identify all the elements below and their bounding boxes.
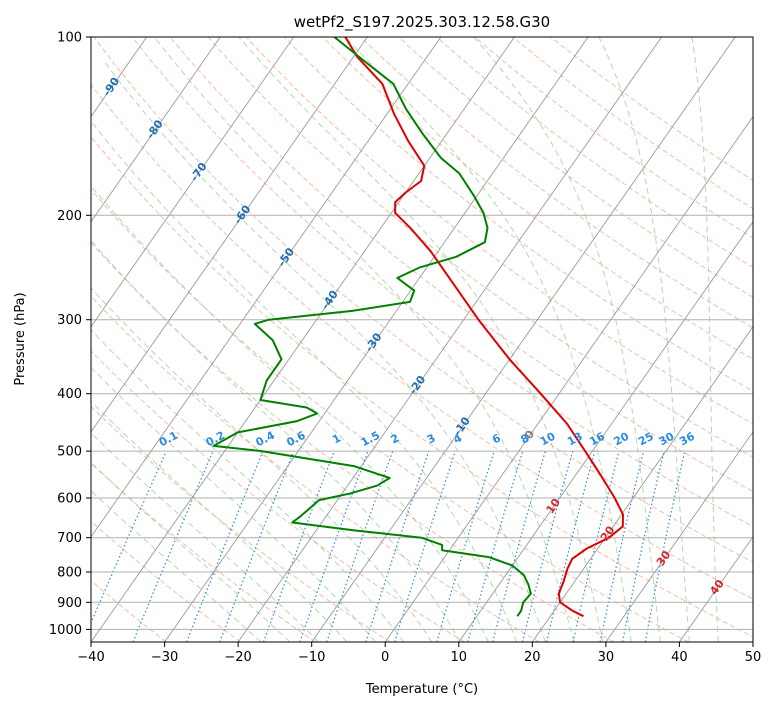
isopleth-labels: -100-90-80-70-60-50-40-30-20-10010203040… [100,75,727,598]
mixing-ratio-line [521,450,574,642]
sounding-series [212,37,624,618]
isotherm [91,37,515,642]
moist-adiabat [91,287,433,642]
mixing-ratio-label: 36 [677,430,697,449]
dry-adiabat [474,37,753,239]
isotherm [458,220,753,642]
isotherm [91,37,368,433]
mixing-ratio-line [572,450,620,642]
mixing-ratio-line [186,450,264,642]
moist-adiabat [473,37,661,642]
dry-adiabat [550,37,753,181]
mixing-ratio-line [436,450,495,642]
x-tick-label: 30 [598,650,615,665]
mixing-ratio-line [299,450,369,642]
isotherm [384,115,753,642]
dry-adiabats [91,37,753,642]
x-tick-label: 20 [524,650,541,665]
isotherm [91,37,442,538]
x-tick-label: −10 [298,650,325,665]
dry-adiabat [207,37,753,458]
dewpoint-profile [212,37,532,617]
y-tick-label: 1000 [49,623,82,638]
plot-area [91,37,753,642]
x-tick-label: 10 [451,650,468,665]
moist-adiabat [598,37,690,642]
mixing-ratio-line [219,450,295,642]
moist-adiabats [91,37,719,642]
mixing-ratio-label: 20 [612,430,632,449]
temperature-profile [344,37,624,618]
moist-adiabat [91,120,518,642]
moist-adiabat [91,329,404,642]
moist-adiabat [91,366,376,642]
mixing-ratio-line [599,450,645,642]
isotherms [91,37,753,642]
dry-adiabat [91,83,753,600]
dry-adiabat [91,520,242,642]
y-tick-label: 900 [57,596,82,611]
isotherm [237,37,662,642]
dry-adiabat [169,37,753,493]
x-tick-label: 40 [671,650,688,665]
dry-adiabat [91,188,689,642]
dry-adiabat [245,37,753,425]
mixing-ratio-line [365,450,430,642]
moist-adiabat [91,490,262,642]
moist-adiabat [153,37,575,642]
isotherm [679,536,753,642]
y-tick-label: 200 [57,209,82,224]
dry-adiabat [131,37,753,528]
moist-adiabat [691,37,719,642]
isotherm [164,37,589,642]
mixing-ratio-line [91,450,167,625]
y-axis-label: Pressure (hPa) [13,292,28,385]
x-tick-label: −30 [151,650,178,665]
isotherm [91,37,221,223]
y-tick-label: 400 [57,387,82,402]
plot-frame [90,36,754,643]
y-tick-label: 800 [57,566,82,581]
isotherm [311,37,736,642]
dry-adiabat [91,295,540,642]
isotherm [91,37,295,328]
mixing-ratio-label: 30 [657,430,677,449]
mixing-ratio-label: 16 [587,430,607,449]
y-axis-ticks: 100 200 300 400 500 600 700 800 900 1000 [49,31,91,638]
mixing-ratio-line [326,450,394,642]
dry-adiabat [91,462,316,642]
mixing-ratio-line [546,450,596,642]
dry-adiabat [91,241,614,642]
x-tick-label: 0 [381,650,389,665]
dry-adiabat [93,37,753,563]
y-tick-label: 100 [57,31,82,46]
x-tick-label: −40 [77,650,104,665]
y-tick-label: 300 [57,313,82,328]
moist-adiabat [344,37,632,642]
x-axis-ticks: −40 −30 −20 −10 0 10 20 30 40 50 [77,642,761,665]
moist-adiabat [238,37,604,642]
x-tick-label: 50 [745,650,762,665]
moist-adiabat [91,461,291,642]
plot-content: -100-90-80-70-60-50-40-30-20-10010203040… [91,37,753,642]
mixing-ratio-label: 13 [565,430,585,449]
mixing-ratio-line [262,450,335,642]
dry-adiabat [91,136,753,638]
mixing-ratio-line [132,450,214,642]
moist-adiabat [103,61,546,642]
x-axis-label: Temperature (°C) [365,682,478,697]
y-tick-label: 500 [57,445,82,460]
dry-adiabat [284,37,753,392]
x-tick-label: −20 [224,650,251,665]
y-tick-label: 700 [57,531,82,546]
mixing-ratio-label: 10 [538,430,558,449]
dry-adiabat [436,37,753,268]
isotherm [605,431,753,642]
dry-adiabat [360,37,753,329]
mixing-ratio-label: 25 [636,430,656,449]
y-tick-label: 600 [57,492,82,507]
mixing-ratio-line [467,450,524,642]
chart-title: wetPf2_S197.2025.303.12.58.G30 [294,13,550,32]
